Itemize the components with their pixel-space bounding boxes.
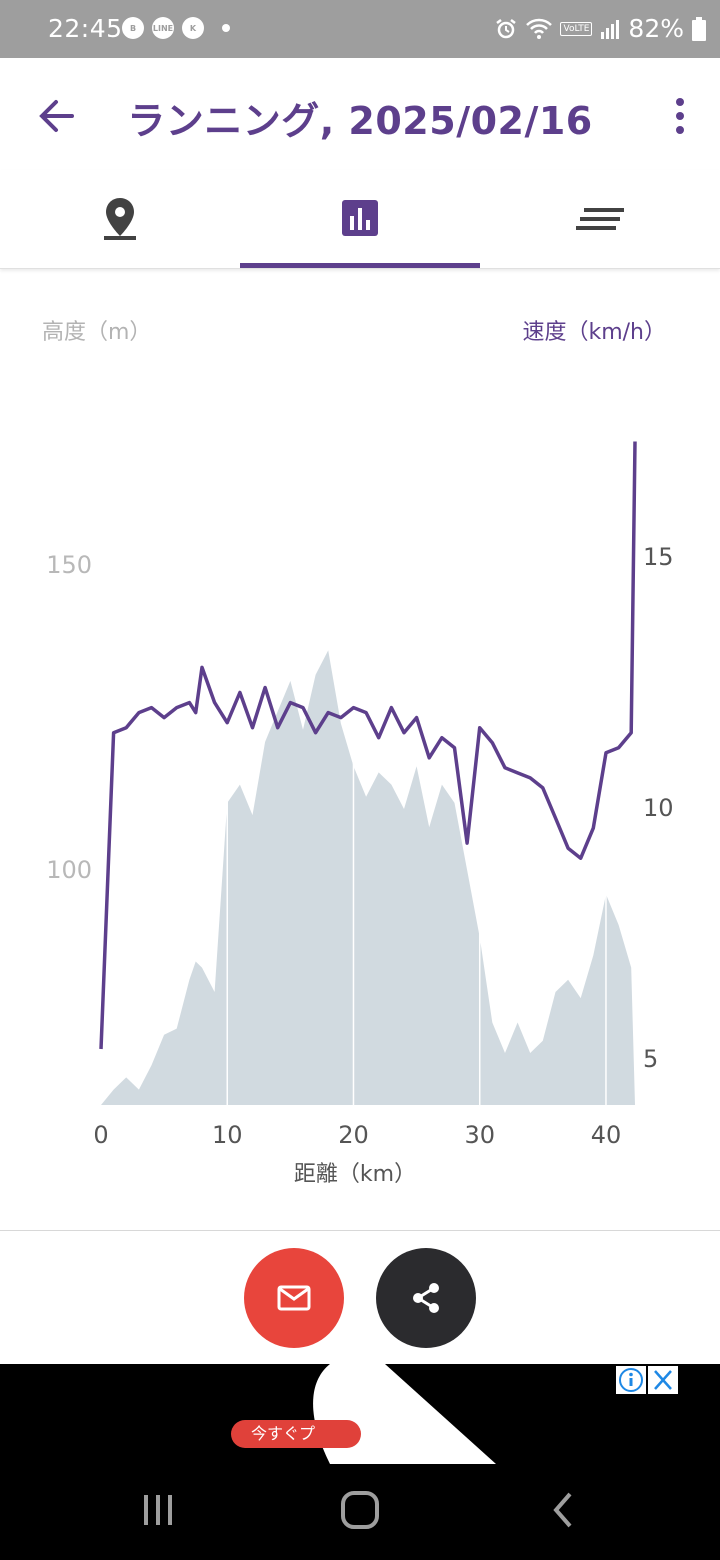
volte-icon: VoLTE <box>560 21 593 36</box>
home-icon[interactable] <box>340 1490 380 1530</box>
ad-graphic <box>313 1364 496 1464</box>
page-title: ランニング, 2025/02/16 <box>127 99 593 143</box>
email-icon <box>277 1285 311 1311</box>
selected-tab-indicator <box>240 263 480 268</box>
elevation-speed-chart: 0 10 20 30 40 100 150 5 10 15 距離（km） <box>46 441 674 1187</box>
back-nav-icon[interactable] <box>548 1490 578 1530</box>
speed-line <box>99 441 637 1050</box>
status-bar: 22:45 B LINE K VoLTE 82% <box>0 0 720 58</box>
left-tick-label: 150 <box>46 551 92 579</box>
x-tick-label: 20 <box>338 1121 369 1149</box>
right-tick-label: 5 <box>643 1045 658 1073</box>
app-bar: ランニング, 2025/02/16 <box>0 58 720 170</box>
ad-banner[interactable]: 今すぐプ <box>0 1364 720 1464</box>
right-tick-label: 15 <box>643 543 674 571</box>
more-notifications-dot-icon <box>222 24 230 32</box>
alarm-icon <box>496 18 517 38</box>
left-axis-title: 高度（m） <box>42 320 152 345</box>
ad-close-icon[interactable] <box>648 1366 678 1394</box>
back-arrow-icon[interactable] <box>36 96 76 136</box>
elevation-area <box>101 650 635 1105</box>
system-nav-bar <box>0 1464 720 1560</box>
wifi-icon <box>526 18 553 39</box>
tab-map[interactable] <box>0 170 240 268</box>
battery-icon <box>692 16 706 41</box>
recent-apps-icon[interactable] <box>140 1492 176 1528</box>
x-axis-title: 距離（km） <box>294 1162 416 1187</box>
notification-b-icon: B <box>122 17 144 39</box>
bar-chart-icon <box>342 200 378 236</box>
left-tick-label: 100 <box>46 856 92 884</box>
tab-chart[interactable] <box>240 170 480 268</box>
ad-cta-button[interactable]: 今すぐプ <box>231 1420 361 1448</box>
notification-icons: B LINE K <box>122 17 230 39</box>
chart-panel: 高度（m） 速度（km/h） 0 10 20 30 40 100 150 5 10 15 距離（km… <box>0 270 720 1230</box>
status-time: 22:45 <box>48 14 123 43</box>
ad-info-icon[interactable] <box>616 1366 646 1394</box>
x-tick-label: 0 <box>93 1121 108 1149</box>
location-pin-icon <box>104 198 136 240</box>
status-right: VoLTE 82% <box>494 14 706 43</box>
more-options-icon[interactable] <box>670 96 690 136</box>
email-button[interactable] <box>244 1248 344 1348</box>
battery-percent: 82% <box>628 14 684 43</box>
x-tick-label: 30 <box>464 1121 495 1149</box>
tab-details[interactable] <box>480 170 720 268</box>
x-tick-label: 40 <box>591 1121 622 1149</box>
right-axis-title: 速度（km/h） <box>522 320 666 345</box>
x-tick-label: 10 <box>212 1121 243 1149</box>
line-icon: LINE <box>152 17 174 39</box>
right-tick-label: 10 <box>643 794 674 822</box>
list-lines-icon <box>576 208 624 230</box>
signal-icon <box>601 19 620 39</box>
divider <box>0 1230 720 1231</box>
share-icon <box>413 1283 439 1313</box>
tab-bar <box>0 170 720 269</box>
notification-k-icon: K <box>182 17 204 39</box>
share-button[interactable] <box>376 1248 476 1348</box>
